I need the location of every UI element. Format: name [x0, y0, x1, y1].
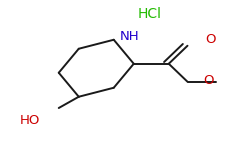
Text: HO: HO	[20, 114, 40, 127]
Text: O: O	[205, 33, 215, 46]
Text: NH: NH	[120, 30, 140, 42]
Text: O: O	[204, 74, 214, 87]
Text: HCl: HCl	[138, 6, 162, 21]
